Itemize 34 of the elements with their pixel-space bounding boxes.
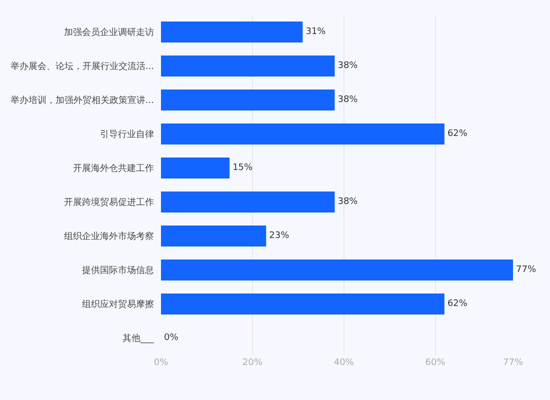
data-label: 38% — [338, 61, 358, 71]
bar — [161, 157, 230, 179]
y-tick-label: 其他___ — [122, 333, 154, 344]
bar — [161, 259, 513, 281]
data-label: 62% — [447, 129, 468, 139]
data-label: 15% — [232, 163, 254, 173]
bar — [161, 225, 266, 247]
data-label: 0% — [164, 333, 179, 343]
y-tick-label: 开展海外仓共建工作 — [73, 163, 154, 174]
bar — [161, 191, 335, 213]
data-label: 62% — [447, 299, 468, 309]
y-tick-label: 举办展会、论坛，开展行业交流活... — [10, 61, 154, 72]
bar — [161, 123, 444, 145]
x-tick-label: 20% — [242, 358, 263, 368]
y-tick-label: 举办培训，加强外贸相关政策宣讲... — [10, 95, 154, 106]
x-tick-label: 40% — [334, 358, 354, 368]
x-tick-label: 77% — [502, 358, 524, 368]
y-tick-label: 组织企业海外市场考察 — [64, 231, 154, 242]
y-tick-label: 组织应对贸易摩擦 — [82, 299, 154, 310]
bar — [161, 89, 335, 111]
data-label: 38% — [338, 95, 358, 105]
bar — [161, 21, 303, 43]
data-label: 38% — [338, 197, 358, 207]
data-label: 23% — [269, 231, 290, 241]
y-tick-label: 引导行业自律 — [100, 129, 154, 140]
y-tick-label: 加强会员企业调研走访 — [64, 27, 154, 38]
x-tick-label: 60% — [425, 358, 446, 368]
y-tick-label: 提供国际市场信息 — [82, 265, 154, 276]
x-tick-label: 0% — [154, 358, 169, 368]
data-label: 31% — [306, 27, 326, 37]
bar — [161, 55, 335, 77]
data-label: 77% — [516, 265, 536, 275]
bar — [161, 293, 444, 315]
y-tick-label: 开展跨境贸易促进工作 — [64, 197, 154, 208]
